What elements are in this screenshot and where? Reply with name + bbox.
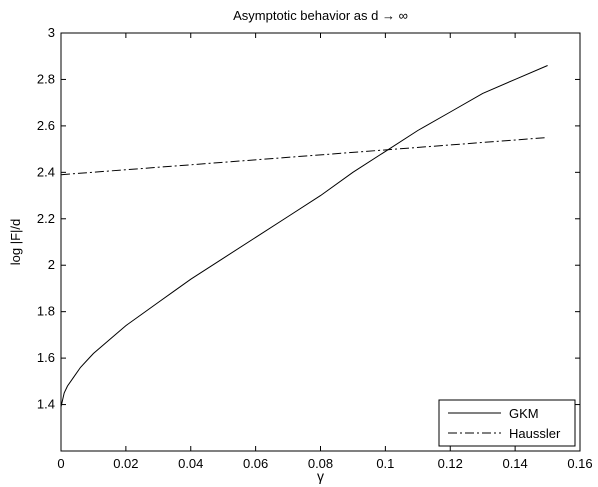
series-line-haussler: [60, 137, 548, 176]
x-tick-label: 0.02: [113, 456, 138, 471]
y-tick-label: 2.4: [37, 164, 55, 179]
series-line-gkm: [60, 65, 548, 408]
x-tick-label: 0.08: [308, 456, 333, 471]
y-tick-label: 1.6: [37, 350, 55, 365]
x-tick-label: 0.12: [438, 456, 463, 471]
y-tick-label: 2: [48, 257, 55, 272]
y-tick-label: 3: [48, 25, 55, 40]
series-layer: [60, 65, 548, 408]
y-tick-label: 2.2: [37, 211, 55, 226]
x-axis-label: γ: [317, 468, 324, 484]
chart-title: Asymptotic behavior as d → ∞: [233, 8, 408, 23]
x-tick-label: 0.16: [567, 456, 592, 471]
y-tick-label: 2.6: [37, 118, 55, 133]
y-tick-label: 1.4: [37, 397, 55, 412]
y-tick-label: 1.8: [37, 304, 55, 319]
x-tick-label: 0: [57, 456, 64, 471]
x-tick-label: 0.06: [243, 456, 268, 471]
legend-label-gkm: GKM: [509, 406, 539, 421]
x-tick-label: 0.04: [178, 456, 203, 471]
legend-box: [438, 399, 576, 447]
legend: GKM Haussler: [438, 399, 576, 447]
x-tick-label: 0.14: [502, 456, 527, 471]
y-axis-ticks: 1.4 1.6 1.8 2 2.2 2.4 2.6 2.8 3: [37, 25, 580, 412]
y-tick-label: 2.8: [37, 71, 55, 86]
x-tick-label: 0.1: [376, 456, 394, 471]
legend-label-haussler: Haussler: [509, 426, 561, 441]
x-axis-ticks: 0 0.02 0.04 0.06 0.08 0.1 0.12 0.14 0.16: [57, 33, 593, 471]
plot-area: [60, 32, 581, 452]
y-axis-label: log |F|/d: [8, 219, 23, 266]
